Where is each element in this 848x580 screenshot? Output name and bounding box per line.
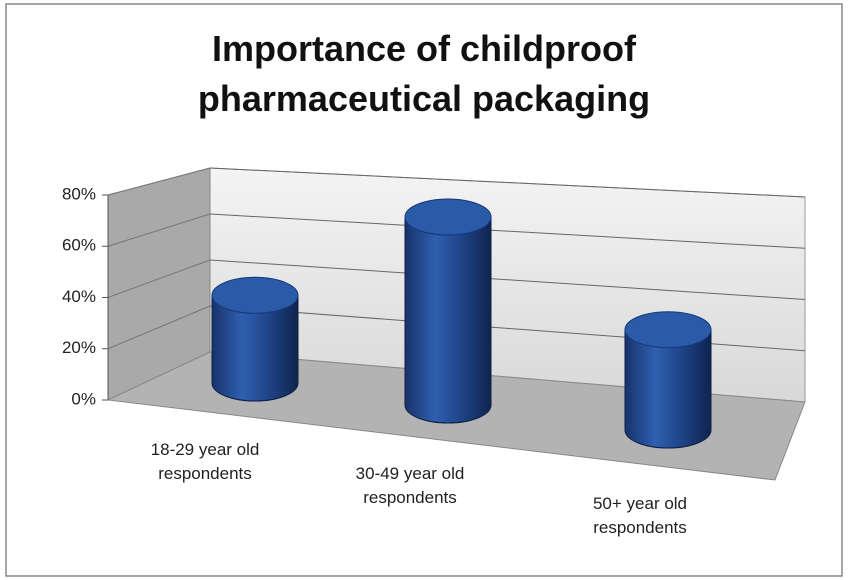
y-tick-label: 20% [62, 338, 96, 357]
bar [404, 216, 492, 424]
side-grid-line [107, 213, 211, 247]
x-tick-label: 30-49 year old respondents [355, 464, 465, 507]
y-tick-label: 80% [62, 184, 96, 203]
side-grid-line [107, 259, 211, 298]
grid-line [209, 167, 806, 198]
x-tick-label: 18-29 year old respondents [150, 440, 260, 483]
frame [5, 3, 843, 577]
y-tick-label: 0% [71, 389, 96, 408]
bar-top [404, 198, 492, 236]
bar-top [211, 276, 299, 314]
x-tick-label: 50+ year old respondents [592, 494, 688, 537]
bar [211, 294, 299, 402]
bar [624, 329, 712, 449]
side-grid-line [107, 167, 211, 196]
bar-top [624, 311, 712, 349]
side-grid-line [107, 305, 211, 350]
grid-line [209, 213, 806, 249]
y-tick-label: 40% [62, 287, 96, 306]
y-tick-label: 60% [62, 236, 96, 255]
chart-title: Importance of childproof pharmaceutical … [197, 28, 651, 119]
grid-line [209, 259, 806, 300]
